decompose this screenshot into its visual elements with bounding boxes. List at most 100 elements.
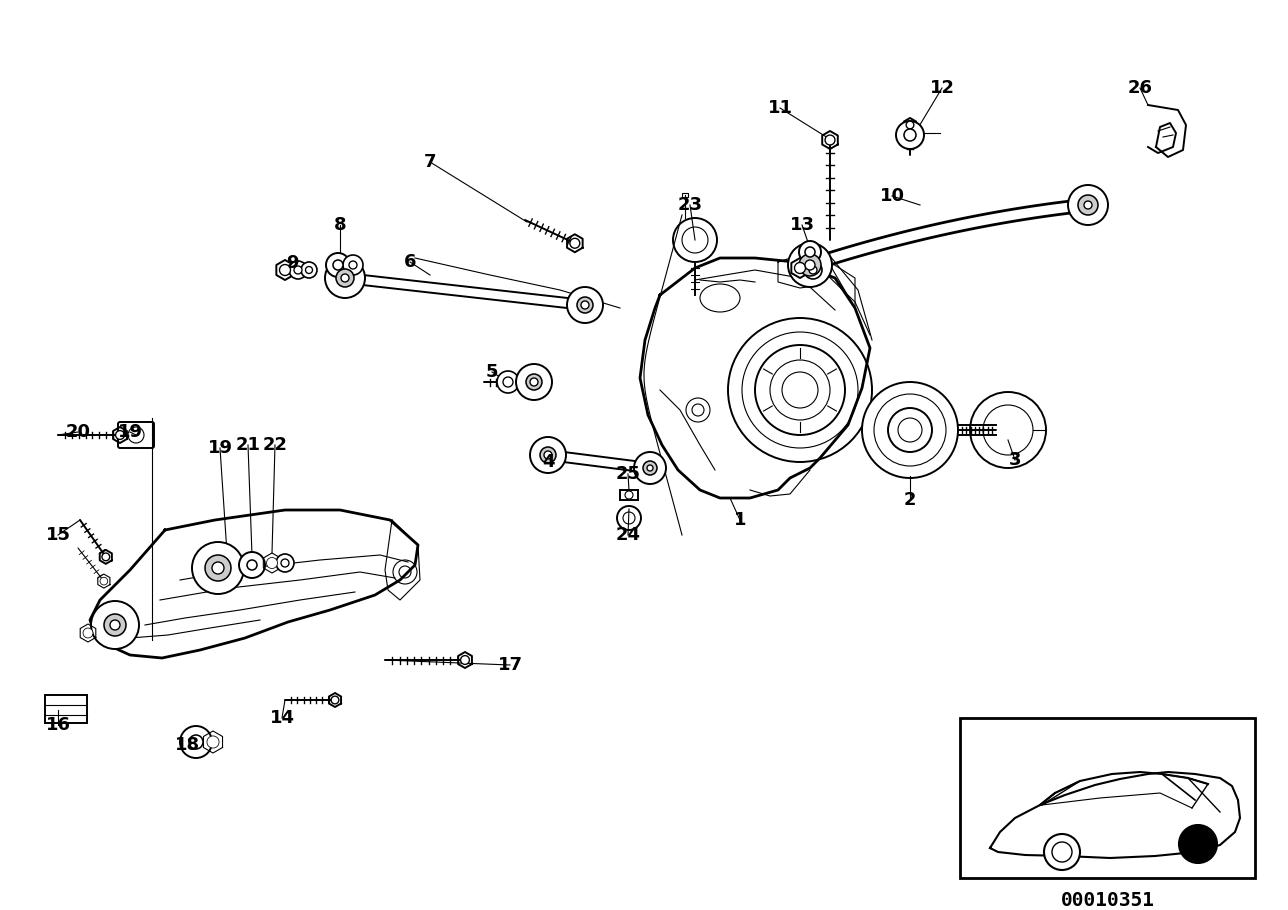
Circle shape — [180, 726, 213, 758]
Circle shape — [247, 560, 258, 570]
Circle shape — [674, 218, 717, 262]
Circle shape — [567, 287, 603, 323]
Text: 8: 8 — [334, 216, 346, 234]
Text: 14: 14 — [269, 709, 295, 727]
Circle shape — [341, 274, 349, 282]
Text: 21: 21 — [236, 436, 260, 454]
Circle shape — [643, 461, 657, 475]
Circle shape — [267, 558, 277, 569]
Text: 11: 11 — [768, 99, 792, 117]
Circle shape — [540, 447, 556, 463]
Circle shape — [336, 269, 354, 287]
Circle shape — [128, 427, 144, 443]
Circle shape — [399, 566, 411, 578]
Circle shape — [770, 360, 829, 420]
Ellipse shape — [699, 284, 741, 312]
Circle shape — [728, 318, 872, 462]
Circle shape — [393, 560, 417, 584]
Polygon shape — [90, 510, 419, 658]
Text: 25: 25 — [616, 465, 640, 483]
Circle shape — [577, 297, 592, 313]
Circle shape — [326, 253, 350, 277]
Circle shape — [325, 258, 365, 298]
Circle shape — [683, 227, 708, 253]
Circle shape — [799, 254, 820, 276]
Text: 12: 12 — [930, 79, 954, 97]
Circle shape — [100, 577, 108, 585]
Circle shape — [805, 260, 815, 270]
Circle shape — [301, 262, 317, 278]
Circle shape — [331, 696, 339, 703]
Text: 3: 3 — [1009, 451, 1021, 469]
Circle shape — [647, 465, 653, 471]
Text: 19: 19 — [117, 423, 143, 441]
Circle shape — [116, 430, 125, 440]
FancyBboxPatch shape — [118, 422, 155, 448]
Circle shape — [617, 506, 641, 530]
Circle shape — [896, 121, 923, 149]
Circle shape — [207, 736, 219, 748]
Text: 16: 16 — [45, 716, 71, 734]
Text: 00010351: 00010351 — [1060, 891, 1154, 909]
Circle shape — [205, 555, 231, 581]
Circle shape — [970, 392, 1046, 468]
Circle shape — [904, 129, 916, 141]
Circle shape — [788, 243, 832, 287]
Text: 20: 20 — [66, 423, 90, 441]
Circle shape — [692, 404, 705, 416]
Circle shape — [289, 261, 307, 279]
Text: 22: 22 — [263, 436, 287, 454]
Circle shape — [294, 266, 301, 274]
Text: 19: 19 — [207, 439, 233, 457]
Circle shape — [529, 437, 565, 473]
Circle shape — [497, 371, 519, 393]
Circle shape — [862, 382, 958, 478]
Text: 17: 17 — [497, 656, 523, 674]
Text: 13: 13 — [790, 216, 814, 234]
Text: 26: 26 — [1127, 79, 1153, 97]
Circle shape — [276, 554, 294, 572]
Polygon shape — [990, 772, 1240, 858]
Circle shape — [91, 601, 139, 649]
Circle shape — [526, 374, 542, 390]
Text: 1: 1 — [734, 511, 746, 529]
Circle shape — [102, 553, 109, 561]
Circle shape — [349, 261, 357, 269]
Circle shape — [529, 378, 538, 386]
Circle shape — [1084, 201, 1092, 209]
Circle shape — [795, 262, 805, 274]
Circle shape — [983, 405, 1033, 455]
Bar — [45, 695, 88, 723]
Circle shape — [461, 655, 469, 664]
Text: 4: 4 — [542, 453, 554, 471]
Text: 23: 23 — [677, 196, 702, 214]
Circle shape — [809, 266, 817, 274]
Circle shape — [516, 364, 553, 400]
Text: 15: 15 — [45, 526, 71, 544]
Text: 6: 6 — [403, 253, 416, 271]
Text: 5: 5 — [486, 363, 498, 381]
Circle shape — [189, 735, 204, 749]
Circle shape — [875, 394, 945, 466]
Circle shape — [109, 620, 120, 630]
Bar — [960, 718, 1255, 878]
Circle shape — [799, 241, 820, 263]
Text: 18: 18 — [175, 736, 201, 754]
Circle shape — [504, 377, 513, 387]
Circle shape — [1078, 195, 1097, 215]
Bar — [620, 490, 638, 500]
Text: 9: 9 — [286, 254, 299, 272]
Circle shape — [634, 452, 666, 484]
Circle shape — [755, 345, 845, 435]
Circle shape — [625, 491, 632, 499]
Text: 7: 7 — [424, 153, 437, 171]
Circle shape — [782, 372, 818, 408]
Circle shape — [544, 451, 553, 459]
Text: 10: 10 — [880, 187, 904, 205]
Circle shape — [1052, 842, 1072, 862]
Circle shape — [887, 408, 933, 452]
Circle shape — [305, 267, 313, 274]
Circle shape — [1045, 834, 1081, 870]
Circle shape — [279, 265, 291, 276]
Circle shape — [192, 542, 243, 594]
